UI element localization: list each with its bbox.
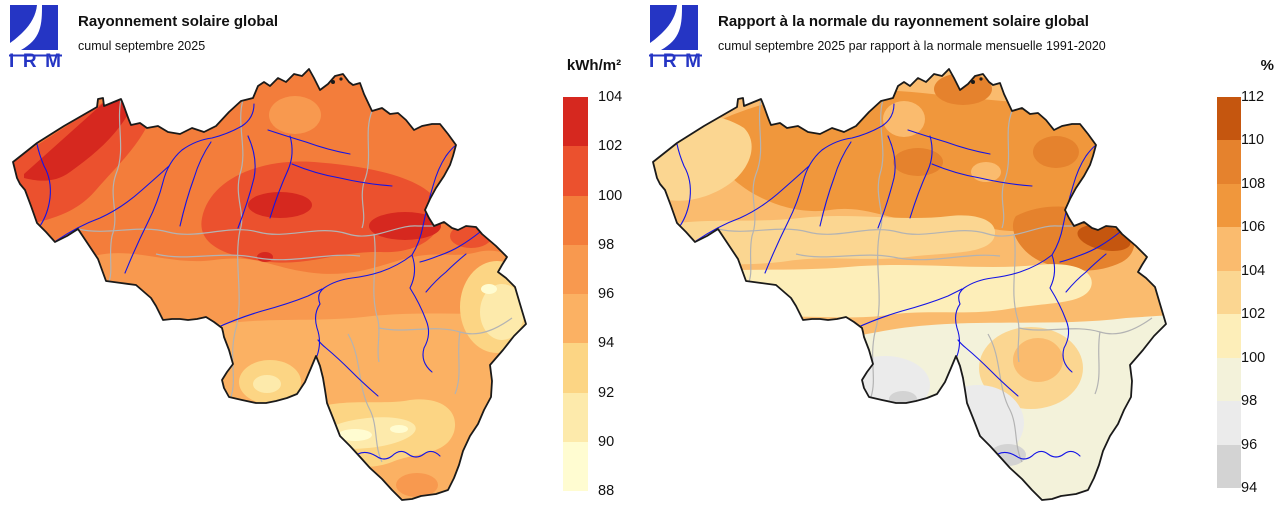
- legend-band: [1217, 401, 1241, 445]
- legend-tick: 104: [1241, 262, 1266, 279]
- legend-tick: 98: [598, 236, 615, 253]
- legend-tick: 110: [1241, 132, 1265, 149]
- legend-tick: 94: [1241, 479, 1258, 496]
- legend-band: [1217, 270, 1241, 315]
- legend-tick: 108: [1241, 175, 1266, 192]
- irm-logo: IRM: [9, 5, 62, 70]
- legend-tick: 94: [598, 335, 615, 351]
- legend-unit-label: %: [1260, 57, 1274, 74]
- legend-tick: 112: [1241, 88, 1265, 105]
- legend-band: [563, 97, 588, 147]
- panel-ratio-to-normal: IRM Rapport à la normale du rayonnement …: [640, 0, 1280, 507]
- legend-band: [563, 392, 588, 442]
- legend-tick: 88: [598, 482, 615, 499]
- legend-unit-label: kWh/m²: [566, 57, 622, 74]
- legend-tick: 98: [1241, 392, 1258, 409]
- legend-band: [563, 146, 588, 196]
- legend-band: [1217, 183, 1241, 228]
- legend-tick: 92: [598, 384, 615, 401]
- legend-tick: 100: [598, 187, 623, 204]
- legend-tick: 100: [1241, 349, 1266, 366]
- legend-band: [1217, 314, 1241, 358]
- legend-band: [1217, 227, 1241, 271]
- legend-band: [563, 244, 588, 294]
- irm-logo-text: IRM: [9, 51, 61, 70]
- legend-tick: 102: [598, 138, 623, 154]
- legend-band: [1217, 357, 1241, 402]
- legend-tick: 90: [598, 433, 615, 450]
- legend-band: [563, 441, 588, 491]
- belgium-map-ratio: [652, 68, 1167, 501]
- legend-tick: 106: [1241, 219, 1266, 236]
- irm-logo-right-shape: [21, 5, 58, 50]
- legend-band: [563, 294, 588, 344]
- page-title: Rapport à la normale du rayonnement sola…: [718, 13, 1089, 30]
- irm-logo-text: IRM: [649, 51, 701, 70]
- irm-logo-left-shape: [10, 5, 37, 43]
- legend-band: [1217, 140, 1241, 184]
- irm-logo-right-shape: [661, 5, 698, 50]
- legend-color-bar: [1217, 97, 1241, 488]
- belgium-map-radiation: [12, 68, 527, 501]
- legend-band: [563, 343, 588, 393]
- legend-tick: 96: [1241, 436, 1258, 453]
- page-subtitle: cumul septembre 2025: [78, 39, 206, 53]
- legend-band: [1217, 444, 1241, 488]
- legend-color-bar: [563, 97, 588, 491]
- panel-solar-radiation: IRM Rayonnement solaire global cumul sep…: [0, 0, 640, 507]
- legend-tick: 96: [598, 285, 615, 302]
- legend-band: [563, 195, 588, 245]
- irm-logo-left-shape: [650, 5, 677, 43]
- page-title: Rayonnement solaire global: [78, 13, 279, 30]
- legend-tick-labels: 112 110 108 106 104 102 100 98 96 94: [1241, 90, 1280, 495]
- legend-band: [1217, 97, 1241, 141]
- legend-tick: 104: [598, 88, 623, 105]
- legend-tick-labels: 104 102 100 98 96 94 92 90 88: [598, 90, 640, 498]
- legend-tick: 102: [1241, 305, 1266, 322]
- irm-logo: IRM: [649, 5, 702, 70]
- page-subtitle: cumul septembre 2025 par rapport à la no…: [718, 39, 1106, 53]
